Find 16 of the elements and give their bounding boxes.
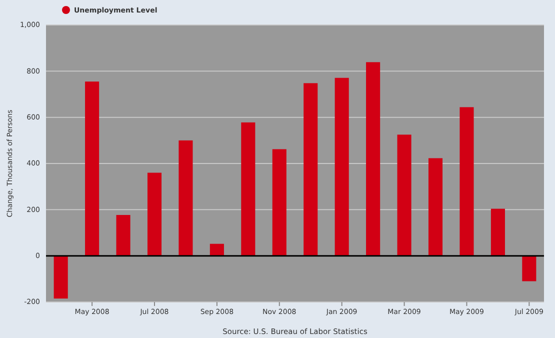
bar: [397, 134, 412, 256]
bar: [147, 172, 162, 256]
bar: [272, 149, 286, 256]
bar: [54, 256, 68, 299]
bar: [304, 83, 318, 256]
bar: [116, 214, 130, 256]
bar: [460, 107, 474, 256]
bar: [85, 82, 100, 256]
bar: [241, 122, 256, 256]
bar: [178, 140, 193, 256]
bar: [522, 256, 536, 282]
bar: [366, 62, 380, 256]
bar: [490, 208, 505, 256]
bar: [210, 244, 224, 256]
bar: [334, 78, 349, 256]
bar: [428, 158, 443, 256]
